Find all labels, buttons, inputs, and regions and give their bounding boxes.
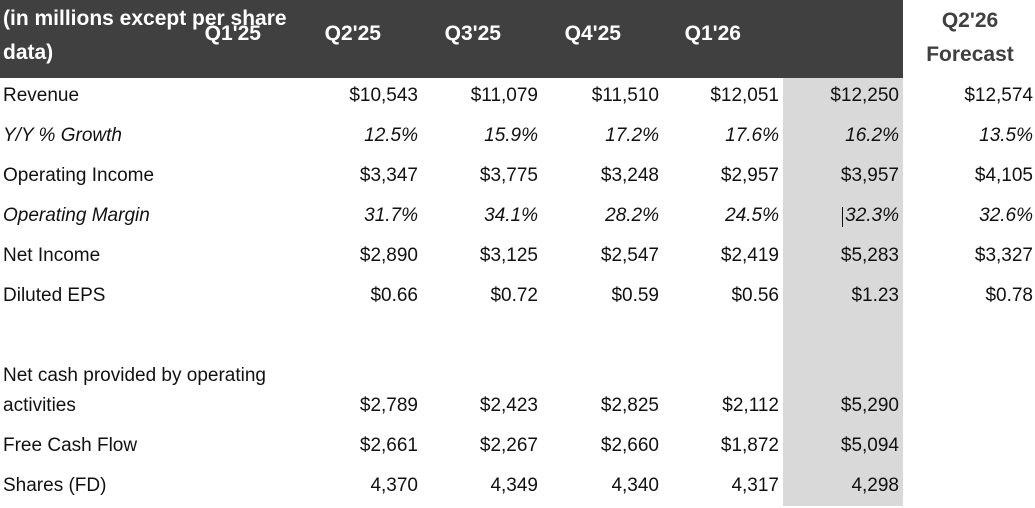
table-cell: 24.5% [725, 205, 779, 226]
table-cell: 34.1% [484, 205, 538, 226]
table-cell: $11,079 [470, 85, 538, 106]
table-cell: $5,290 [840, 395, 899, 416]
column-header-q3-25: Q3'25 [444, 22, 501, 45]
table-cell: $3,347 [359, 165, 418, 186]
column-header-forecast-line2: Forecast [926, 43, 1014, 66]
table-cell: $2,789 [359, 395, 418, 416]
table-cell: $0.59 [611, 285, 659, 306]
table-cell: $10,543 [349, 85, 418, 106]
table-cell: 15.9% [484, 125, 538, 146]
table-cell: $12,574 [964, 85, 1033, 106]
row-label: Y/Y % Growth [3, 125, 122, 146]
table-cell: 4,340 [611, 475, 659, 496]
column-header-forecast-line1: Q2'26 [941, 9, 999, 32]
table-cell: $1.23 [851, 285, 899, 306]
row-label-line2: activities [3, 395, 76, 416]
table-cell: 32.6% [979, 205, 1033, 226]
table-cell: $3,125 [479, 245, 538, 266]
table-cell: 17.2% [605, 125, 659, 146]
table-cell: 17.6% [725, 125, 779, 146]
table-cell: 28.2% [605, 205, 659, 226]
table-row: Operating Income $3,347 $3,775 $3,248 $2… [0, 158, 1035, 198]
column-header-q1-25: Q1'25 [204, 22, 261, 45]
table-cell: $12,051 [710, 85, 779, 106]
table-cell: $2,547 [600, 245, 659, 266]
row-label-line1: Net cash provided by operating [3, 365, 266, 386]
table-cell: $5,094 [840, 435, 899, 456]
table-cell: $11,510 [591, 85, 659, 106]
table-header: (in millions except per share data) Q1'2… [0, 0, 903, 78]
table-row: Operating Margin 31.7% 34.1% 28.2% 24.5%… [0, 198, 1035, 238]
table-cell: $3,957 [840, 165, 899, 186]
table-cell: 4,317 [731, 475, 779, 496]
table-cell: 12.5% [364, 125, 418, 146]
header-label-line2: data) [3, 41, 54, 64]
table-row: Shares (FD) 4,370 4,349 4,340 4,317 4,29… [0, 468, 1035, 508]
table-cell: 4,298 [851, 475, 899, 496]
table-row: Y/Y % Growth 12.5% 15.9% 17.2% 17.6% 16.… [0, 118, 1035, 158]
row-label: Diluted EPS [3, 285, 106, 306]
table-cell[interactable]: 32.3% [845, 205, 899, 226]
table-cell: $2,825 [600, 395, 659, 416]
table-cell: $2,423 [479, 395, 538, 416]
table-cell: $0.56 [731, 285, 779, 306]
table-cell: $2,267 [479, 435, 538, 456]
table-cell: $2,661 [359, 435, 418, 456]
table-cell: $12,250 [830, 85, 899, 106]
table-cell: $2,660 [600, 435, 659, 456]
table-cell: $4,105 [974, 165, 1033, 186]
highlight-column-q1-26 [783, 78, 903, 506]
table-cell: $2,957 [720, 165, 779, 186]
header-label-line1: (in millions except per share [3, 7, 287, 30]
column-header-q1-26: Q1'26 [684, 22, 741, 45]
column-header-q2-25: Q2'25 [324, 22, 381, 45]
row-label: Shares (FD) [3, 475, 107, 496]
table-row: activities $2,789 $2,423 $2,825 $2,112 $… [0, 388, 1035, 428]
table-cell: $1,872 [720, 435, 779, 456]
table-row: Diluted EPS $0.66 $0.72 $0.59 $0.56 $1.2… [0, 278, 1035, 318]
table-row-label-first-line: Net cash provided by operating [0, 358, 1035, 398]
table-cell: $2,112 [722, 395, 779, 416]
row-label: Operating Margin [3, 205, 150, 226]
table-cell: 13.5% [979, 125, 1033, 146]
row-label: Net Income [3, 245, 101, 266]
table-cell: 16.2% [845, 125, 899, 146]
table-cell: $2,419 [720, 245, 779, 266]
table-row: Revenue $10,543 $11,079 $11,510 $12,051 … [0, 78, 1035, 118]
table-cell: $3,775 [479, 165, 538, 186]
table-cell: $0.66 [370, 285, 418, 306]
table-cell: $2,890 [359, 245, 418, 266]
row-label: Operating Income [3, 165, 155, 186]
table-cell: 4,349 [490, 475, 538, 496]
row-label: Free Cash Flow [3, 435, 138, 456]
table-cell: $0.72 [490, 285, 538, 306]
table-row: Free Cash Flow $2,661 $2,267 $2,660 $1,8… [0, 428, 1035, 468]
table-cell: $0.78 [985, 285, 1033, 306]
table-cell: $5,283 [840, 245, 899, 266]
row-label: Revenue [3, 85, 80, 106]
table-cell: 4,370 [370, 475, 418, 496]
table-cell: 31.7% [364, 205, 418, 226]
column-header-q4-25: Q4'25 [564, 22, 621, 45]
table-cell: $3,327 [974, 245, 1033, 266]
table-cell: $3,248 [600, 165, 659, 186]
text-cursor [842, 207, 843, 227]
table-row: Net Income $2,890 $3,125 $2,547 $2,419 $… [0, 238, 1035, 278]
